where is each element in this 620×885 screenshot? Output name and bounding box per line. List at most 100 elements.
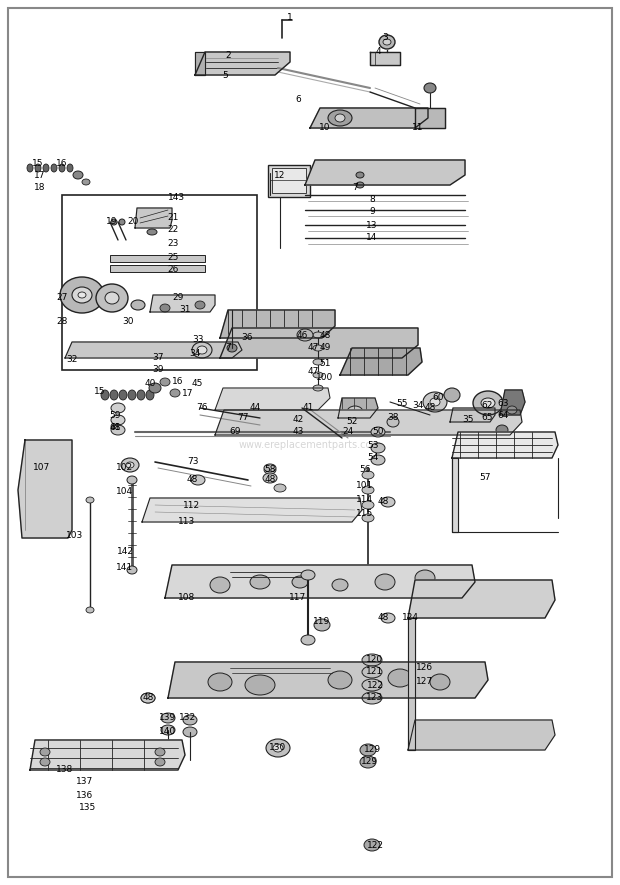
Polygon shape: [65, 342, 242, 358]
Text: 73: 73: [187, 458, 199, 466]
Polygon shape: [415, 108, 445, 128]
Text: 20: 20: [127, 218, 139, 227]
Text: 23: 23: [167, 238, 179, 248]
Ellipse shape: [160, 378, 170, 386]
Ellipse shape: [141, 693, 155, 703]
Text: 29: 29: [172, 294, 184, 303]
Polygon shape: [305, 160, 465, 185]
Ellipse shape: [82, 179, 90, 185]
Polygon shape: [452, 432, 558, 458]
Text: 27: 27: [56, 294, 68, 303]
Ellipse shape: [371, 427, 385, 437]
Text: 34: 34: [412, 401, 423, 410]
Ellipse shape: [86, 607, 94, 613]
Ellipse shape: [245, 675, 275, 695]
Ellipse shape: [197, 346, 207, 354]
Ellipse shape: [388, 669, 412, 687]
Text: 30: 30: [122, 318, 134, 327]
Text: 38: 38: [388, 413, 399, 422]
Ellipse shape: [415, 570, 435, 586]
Ellipse shape: [362, 514, 374, 522]
Ellipse shape: [191, 475, 205, 485]
Ellipse shape: [183, 715, 197, 725]
Ellipse shape: [347, 406, 363, 418]
Ellipse shape: [356, 182, 364, 188]
Text: 41: 41: [303, 404, 314, 412]
Text: 58: 58: [264, 466, 276, 474]
Text: 55: 55: [396, 398, 408, 407]
Text: 77: 77: [237, 413, 249, 422]
Polygon shape: [408, 720, 555, 750]
Ellipse shape: [297, 329, 313, 341]
Text: 129: 129: [361, 758, 379, 766]
Ellipse shape: [86, 497, 94, 503]
Ellipse shape: [147, 229, 157, 235]
Text: 117: 117: [290, 594, 307, 603]
Polygon shape: [338, 398, 378, 418]
Ellipse shape: [313, 359, 323, 365]
Polygon shape: [168, 662, 488, 698]
Ellipse shape: [379, 35, 395, 49]
Ellipse shape: [301, 635, 315, 645]
Ellipse shape: [111, 415, 125, 425]
Text: 142: 142: [117, 548, 133, 557]
Text: 114: 114: [356, 496, 374, 504]
Text: 37: 37: [153, 353, 164, 363]
Text: 121: 121: [366, 667, 384, 676]
Ellipse shape: [40, 748, 50, 756]
Ellipse shape: [507, 406, 517, 414]
Text: 25: 25: [167, 253, 179, 263]
Ellipse shape: [72, 287, 92, 303]
Text: 28: 28: [56, 318, 68, 327]
Ellipse shape: [328, 110, 352, 126]
Text: 126: 126: [417, 664, 433, 673]
Text: 57: 57: [479, 473, 491, 482]
Ellipse shape: [328, 671, 352, 689]
Text: 137: 137: [76, 778, 94, 787]
Text: 127: 127: [417, 678, 433, 687]
Text: 18: 18: [34, 183, 46, 193]
Text: 36: 36: [241, 334, 253, 342]
Ellipse shape: [263, 473, 277, 483]
Text: 22: 22: [167, 226, 179, 235]
Text: 3: 3: [382, 34, 388, 42]
Polygon shape: [215, 410, 522, 435]
Ellipse shape: [59, 164, 65, 172]
Text: 138: 138: [56, 766, 74, 774]
Text: 34: 34: [189, 349, 201, 358]
Polygon shape: [135, 208, 172, 228]
Ellipse shape: [423, 392, 447, 412]
Ellipse shape: [149, 383, 161, 393]
Polygon shape: [165, 565, 475, 598]
Ellipse shape: [481, 398, 495, 408]
Text: 62: 62: [481, 401, 493, 410]
Polygon shape: [150, 295, 215, 312]
Ellipse shape: [362, 692, 382, 704]
Ellipse shape: [131, 300, 145, 310]
Text: 33: 33: [192, 335, 204, 344]
Text: 9: 9: [369, 207, 375, 217]
Text: 135: 135: [79, 804, 97, 812]
Ellipse shape: [360, 756, 376, 768]
Ellipse shape: [301, 570, 315, 580]
Polygon shape: [408, 580, 555, 618]
Ellipse shape: [362, 471, 374, 479]
Text: 113: 113: [179, 518, 196, 527]
Text: 14: 14: [366, 234, 378, 242]
Ellipse shape: [292, 576, 308, 588]
Ellipse shape: [141, 693, 155, 703]
Ellipse shape: [313, 372, 323, 378]
Ellipse shape: [430, 398, 440, 406]
Ellipse shape: [101, 390, 109, 400]
Text: 139: 139: [159, 713, 177, 722]
Polygon shape: [340, 348, 422, 375]
Text: 16: 16: [172, 378, 184, 387]
Text: 49: 49: [319, 343, 330, 352]
Ellipse shape: [264, 466, 276, 474]
Ellipse shape: [128, 390, 136, 400]
Ellipse shape: [444, 388, 460, 402]
Text: 48: 48: [187, 475, 198, 484]
Ellipse shape: [137, 390, 145, 400]
Text: 6: 6: [295, 96, 301, 104]
Text: 11: 11: [412, 124, 423, 133]
